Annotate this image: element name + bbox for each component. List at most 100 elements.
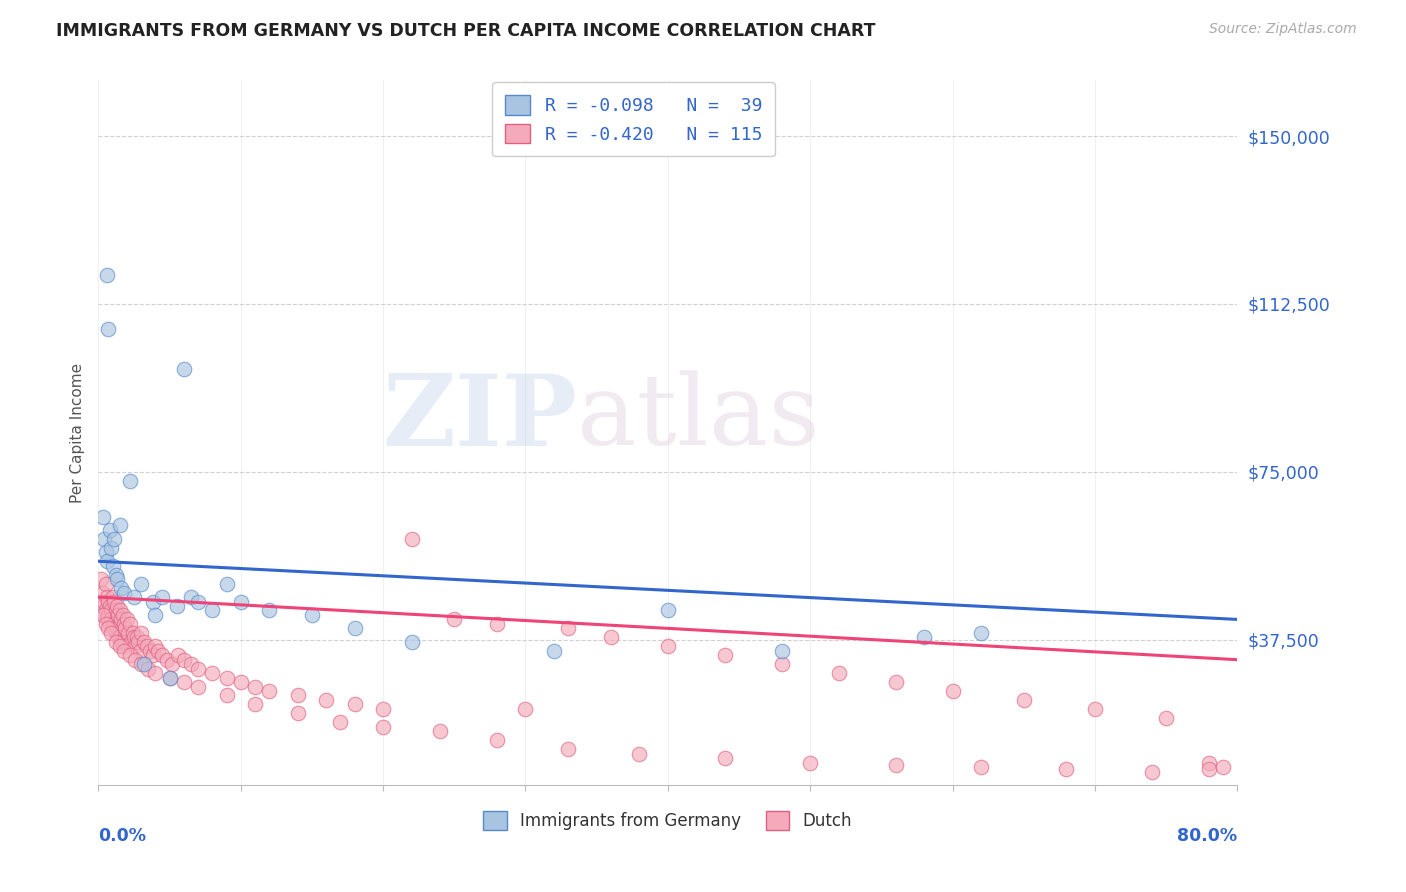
Point bbox=[103, 532, 125, 546]
Point bbox=[173, 362, 195, 376]
Point bbox=[301, 607, 323, 622]
Point bbox=[118, 648, 141, 663]
Point bbox=[121, 625, 143, 640]
Point bbox=[110, 612, 132, 626]
Point bbox=[215, 576, 238, 591]
Point bbox=[828, 666, 851, 681]
Point bbox=[343, 621, 366, 635]
Point bbox=[145, 640, 167, 654]
Point bbox=[103, 616, 125, 631]
Point bbox=[108, 603, 131, 617]
Point bbox=[96, 268, 118, 282]
Point bbox=[91, 599, 114, 613]
Text: atlas: atlas bbox=[576, 371, 820, 467]
Point bbox=[152, 648, 174, 663]
Point bbox=[100, 541, 122, 555]
Point bbox=[287, 706, 309, 721]
Point bbox=[152, 590, 174, 604]
Point bbox=[96, 590, 118, 604]
Text: IMMIGRANTS FROM GERMANY VS DUTCH PER CAPITA INCOME CORRELATION CHART: IMMIGRANTS FROM GERMANY VS DUTCH PER CAP… bbox=[56, 22, 876, 40]
Point bbox=[108, 630, 131, 644]
Point bbox=[97, 321, 120, 335]
Point bbox=[124, 653, 146, 667]
Point bbox=[243, 680, 266, 694]
Point bbox=[94, 603, 117, 617]
Point bbox=[1084, 702, 1107, 716]
Point bbox=[105, 599, 128, 613]
Point bbox=[315, 693, 337, 707]
Text: 80.0%: 80.0% bbox=[1177, 827, 1237, 846]
Point bbox=[141, 594, 163, 608]
Point bbox=[127, 634, 149, 648]
Point bbox=[180, 590, 202, 604]
Point bbox=[107, 630, 129, 644]
Point bbox=[112, 644, 135, 658]
Point bbox=[110, 634, 132, 648]
Point bbox=[162, 657, 184, 672]
Point bbox=[90, 572, 112, 586]
Point bbox=[343, 698, 366, 712]
Point bbox=[129, 576, 152, 591]
Point bbox=[329, 715, 352, 730]
Point bbox=[97, 607, 120, 622]
Point bbox=[108, 518, 131, 533]
Point bbox=[129, 657, 152, 672]
Point bbox=[124, 640, 146, 654]
Point bbox=[112, 616, 135, 631]
Point bbox=[97, 594, 120, 608]
Point bbox=[259, 684, 281, 698]
Point bbox=[114, 621, 136, 635]
Point bbox=[118, 616, 141, 631]
Point bbox=[600, 630, 623, 644]
Point bbox=[1212, 760, 1234, 774]
Point bbox=[93, 594, 115, 608]
Point bbox=[187, 680, 209, 694]
Point bbox=[229, 675, 252, 690]
Point bbox=[94, 616, 117, 631]
Point bbox=[1154, 711, 1177, 725]
Point bbox=[714, 648, 737, 663]
Point bbox=[135, 640, 157, 654]
Point bbox=[93, 607, 115, 622]
Point bbox=[104, 603, 127, 617]
Point bbox=[138, 644, 160, 658]
Point bbox=[970, 625, 993, 640]
Point bbox=[180, 657, 202, 672]
Point bbox=[429, 724, 451, 739]
Point bbox=[100, 625, 122, 640]
Point bbox=[770, 657, 793, 672]
Point bbox=[96, 554, 118, 568]
Point bbox=[215, 671, 238, 685]
Point bbox=[1198, 762, 1220, 776]
Point bbox=[443, 612, 465, 626]
Point bbox=[1056, 762, 1078, 776]
Point bbox=[120, 634, 142, 648]
Point bbox=[105, 621, 128, 635]
Point bbox=[173, 675, 195, 690]
Point bbox=[201, 666, 224, 681]
Point bbox=[912, 630, 935, 644]
Point bbox=[104, 634, 127, 648]
Point bbox=[105, 572, 128, 586]
Point bbox=[173, 653, 195, 667]
Text: 0.0%: 0.0% bbox=[98, 827, 146, 846]
Point bbox=[515, 702, 537, 716]
Point bbox=[201, 603, 224, 617]
Point bbox=[166, 599, 188, 613]
Point bbox=[101, 621, 124, 635]
Point bbox=[97, 621, 120, 635]
Point bbox=[118, 474, 141, 488]
Point bbox=[132, 657, 155, 672]
Y-axis label: Per Capita Income: Per Capita Income bbox=[69, 362, 84, 503]
Text: Source: ZipAtlas.com: Source: ZipAtlas.com bbox=[1209, 22, 1357, 37]
Point bbox=[229, 594, 252, 608]
Point bbox=[187, 594, 209, 608]
Point bbox=[107, 607, 129, 622]
Point bbox=[96, 612, 118, 626]
Point bbox=[100, 612, 122, 626]
Point bbox=[122, 590, 145, 604]
Point bbox=[117, 625, 139, 640]
Point bbox=[94, 576, 117, 591]
Point bbox=[401, 634, 423, 648]
Point bbox=[115, 612, 138, 626]
